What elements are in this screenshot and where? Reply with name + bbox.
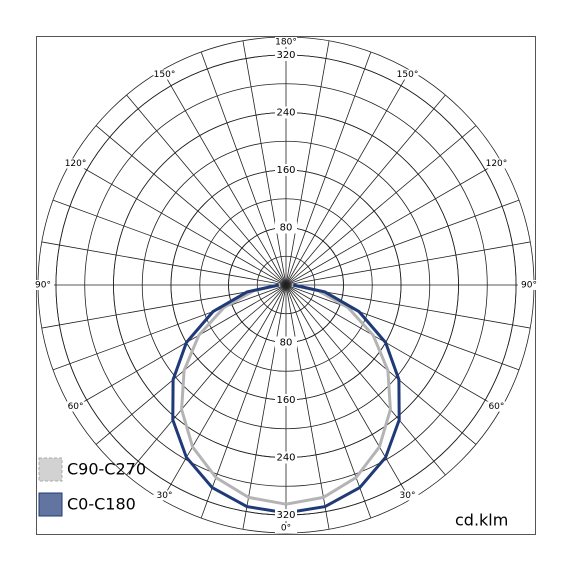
legend-swatch bbox=[38, 457, 63, 482]
spoke bbox=[161, 70, 287, 286]
spoke bbox=[52, 199, 287, 286]
series-line bbox=[180, 283, 287, 506]
spoke bbox=[285, 284, 520, 371]
label-bg bbox=[485, 401, 508, 412]
spoke bbox=[285, 51, 372, 286]
label-bg bbox=[396, 69, 419, 80]
spoke bbox=[285, 284, 446, 476]
spoke bbox=[285, 160, 501, 286]
spoke bbox=[95, 284, 287, 445]
angle-tick-label: 0° bbox=[281, 524, 291, 534]
spoke bbox=[285, 241, 531, 286]
label-bg bbox=[275, 523, 297, 533]
r-tick-label: 240 bbox=[276, 453, 295, 464]
label-bg bbox=[275, 163, 297, 176]
angle-tick-label: 180° bbox=[275, 38, 297, 48]
series-line bbox=[285, 283, 392, 506]
legend-label: C90-C270 bbox=[67, 460, 146, 479]
spoke bbox=[242, 284, 287, 530]
spoke bbox=[95, 125, 287, 286]
label-bg bbox=[64, 401, 87, 412]
spoke bbox=[161, 284, 287, 500]
spoke bbox=[126, 94, 287, 286]
spoke bbox=[200, 51, 287, 286]
r-tick-label: 80 bbox=[280, 222, 293, 233]
spoke bbox=[41, 241, 287, 286]
label-bg bbox=[485, 158, 508, 169]
label-bg bbox=[275, 106, 297, 119]
spoke bbox=[71, 284, 287, 410]
r-tick-label: 320 bbox=[276, 510, 295, 521]
label-bg bbox=[64, 158, 87, 169]
label-bg bbox=[275, 451, 297, 464]
angle-tick-label: 120° bbox=[486, 159, 508, 169]
spoke bbox=[285, 70, 411, 286]
angle-tick-label: 30° bbox=[400, 491, 416, 501]
label-bg bbox=[275, 509, 297, 522]
r-tick-label: 160 bbox=[276, 165, 295, 176]
spoke bbox=[71, 160, 287, 286]
spoke bbox=[285, 284, 501, 410]
spoke bbox=[126, 284, 287, 476]
spoke bbox=[285, 40, 330, 286]
angle-tick-label: 60° bbox=[68, 402, 84, 412]
label-bg bbox=[275, 221, 297, 234]
spoke bbox=[200, 284, 287, 519]
angle-tick-label: 120° bbox=[65, 159, 87, 169]
spoke bbox=[285, 284, 372, 519]
r-tick-label: 240 bbox=[276, 107, 295, 118]
series-line bbox=[171, 283, 287, 515]
spoke bbox=[285, 284, 330, 530]
label-bg bbox=[518, 280, 540, 290]
spoke bbox=[242, 40, 287, 286]
unit-label: cd.klm bbox=[455, 511, 508, 530]
angle-tick-label: 150° bbox=[154, 70, 176, 80]
label-bg bbox=[275, 48, 297, 61]
label-bg bbox=[275, 394, 297, 407]
angle-tick-label: 30° bbox=[157, 491, 173, 501]
spoke bbox=[285, 94, 446, 286]
spoke bbox=[285, 284, 411, 500]
label-bg bbox=[275, 336, 297, 349]
angle-tick-label: 60° bbox=[488, 402, 504, 412]
angle-tick-label: 150° bbox=[397, 70, 419, 80]
label-bg bbox=[396, 490, 419, 501]
r-tick-label: 160 bbox=[276, 395, 295, 406]
spoke bbox=[285, 284, 477, 445]
r-tick-label: 320 bbox=[276, 50, 295, 61]
spoke bbox=[285, 125, 477, 286]
spoke bbox=[285, 199, 520, 286]
label-bg bbox=[275, 37, 297, 47]
legend-swatch bbox=[38, 492, 63, 517]
angle-tick-label: 90° bbox=[521, 281, 537, 291]
legend-label: C0-C180 bbox=[67, 495, 136, 514]
spoke bbox=[52, 284, 287, 371]
label-bg bbox=[153, 69, 176, 80]
series-line bbox=[285, 283, 401, 515]
r-tick-label: 80 bbox=[280, 338, 293, 349]
angle-tick-label: 90° bbox=[35, 281, 51, 291]
label-bg bbox=[32, 280, 54, 290]
label-bg bbox=[153, 490, 176, 501]
